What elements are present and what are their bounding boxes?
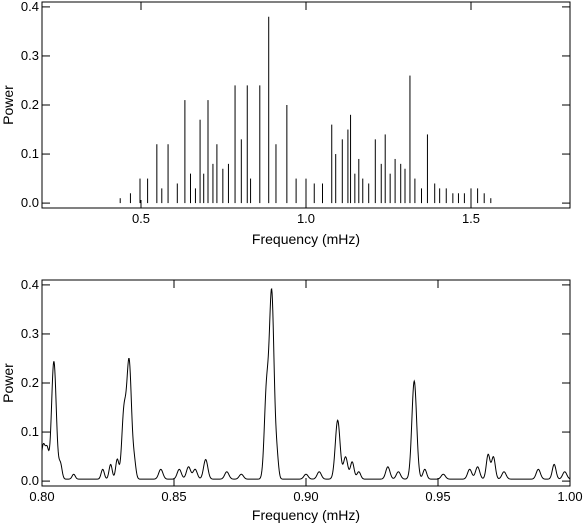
top-y-ticks: 0.0 0.1 0.2 0.3 0.4 [21,0,570,210]
x-tick-label: 1.5 [462,211,480,226]
bottom-y-axis-label: Power [0,363,16,403]
top-y-axis-label: Power [0,85,16,125]
x-tick-label: 0.5 [132,211,150,226]
y-tick-label: 0.4 [21,0,39,14]
y-tick-label: 0.3 [21,326,39,341]
top-panel-full-spectrum: 0.5 1.0 1.5 0.0 0.1 0.2 0.3 0.4 Frequency (mHz… [0,0,571,247]
top-plot-frame [41,1,571,209]
bottom-x-axis-label: Frequency (mHz) [252,507,360,523]
bottom-series-line [41,287,571,480]
top-series-stems [119,16,492,204]
spectrum-line [41,287,571,480]
x-tick-label: 0.85 [161,489,186,504]
top-x-axis-label: Frequency (mHz) [252,231,360,247]
bottom-y-ticks: 0.0 0.1 0.2 0.3 0.4 [21,277,570,488]
x-tick-label: 0.90 [293,489,318,504]
y-tick-label: 0.1 [21,424,39,439]
x-tick-label: 1.00 [557,489,582,504]
bottom-panel-zoomed-spectrum: 0.80 0.85 0.90 0.95 1.00 0.0 0.1 0.2 0.3 0.4 Fre… [0,277,583,523]
x-tick-label: 0.95 [425,489,450,504]
y-tick-label: 0.1 [21,146,39,161]
x-tick-label: 1.0 [297,211,315,226]
y-tick-label: 0.0 [21,473,39,488]
x-tick-label: 0.80 [29,489,54,504]
y-tick-label: 0.0 [21,195,39,210]
y-tick-label: 0.3 [21,48,39,63]
top-x-ticks: 0.5 1.0 1.5 [132,2,480,226]
y-tick-label: 0.4 [21,277,39,292]
bottom-x-ticks: 0.80 0.85 0.90 0.95 1.00 [29,280,583,504]
y-tick-label: 0.2 [21,97,39,112]
y-tick-label: 0.2 [21,375,39,390]
